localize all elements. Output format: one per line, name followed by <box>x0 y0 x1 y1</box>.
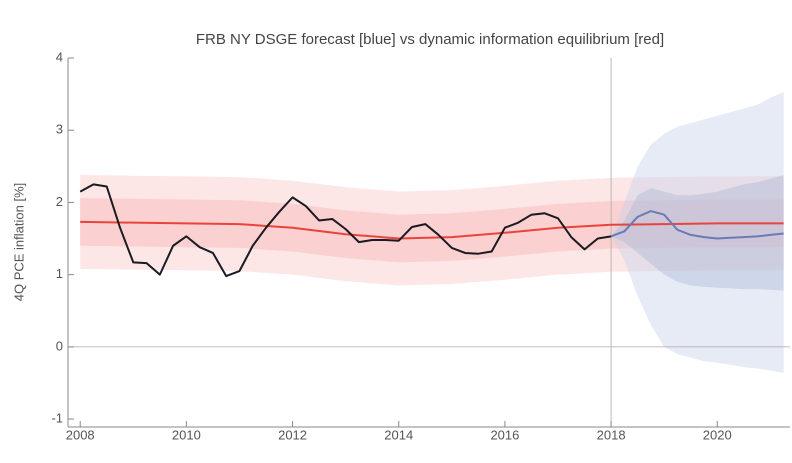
x-tick-label: 2008 <box>66 427 95 442</box>
x-tick-label: 2012 <box>278 427 307 442</box>
y-tick-label: 0 <box>56 338 63 353</box>
band <box>611 174 784 291</box>
y-tick-label: -1 <box>51 410 63 425</box>
x-tick-label: 2014 <box>384 427 413 442</box>
y-tick-label: 1 <box>56 266 63 281</box>
chart-title: FRB NY DSGE forecast [blue] vs dynamic i… <box>196 31 664 48</box>
line <box>610 210 784 240</box>
x-tick-label: 2020 <box>703 427 732 442</box>
y-tick-label: 2 <box>56 194 63 209</box>
y-tick-label: 4 <box>56 49 63 64</box>
band <box>611 91 784 373</box>
y-axis-label: 4Q PCE inflation [%] <box>11 183 26 302</box>
x-tick-label: 2016 <box>490 427 519 442</box>
y-tick-label: 3 <box>56 122 63 137</box>
line <box>80 220 784 240</box>
x-tick-label: 2010 <box>172 427 201 442</box>
line <box>79 183 612 278</box>
x-tick-label: 2018 <box>597 427 626 442</box>
